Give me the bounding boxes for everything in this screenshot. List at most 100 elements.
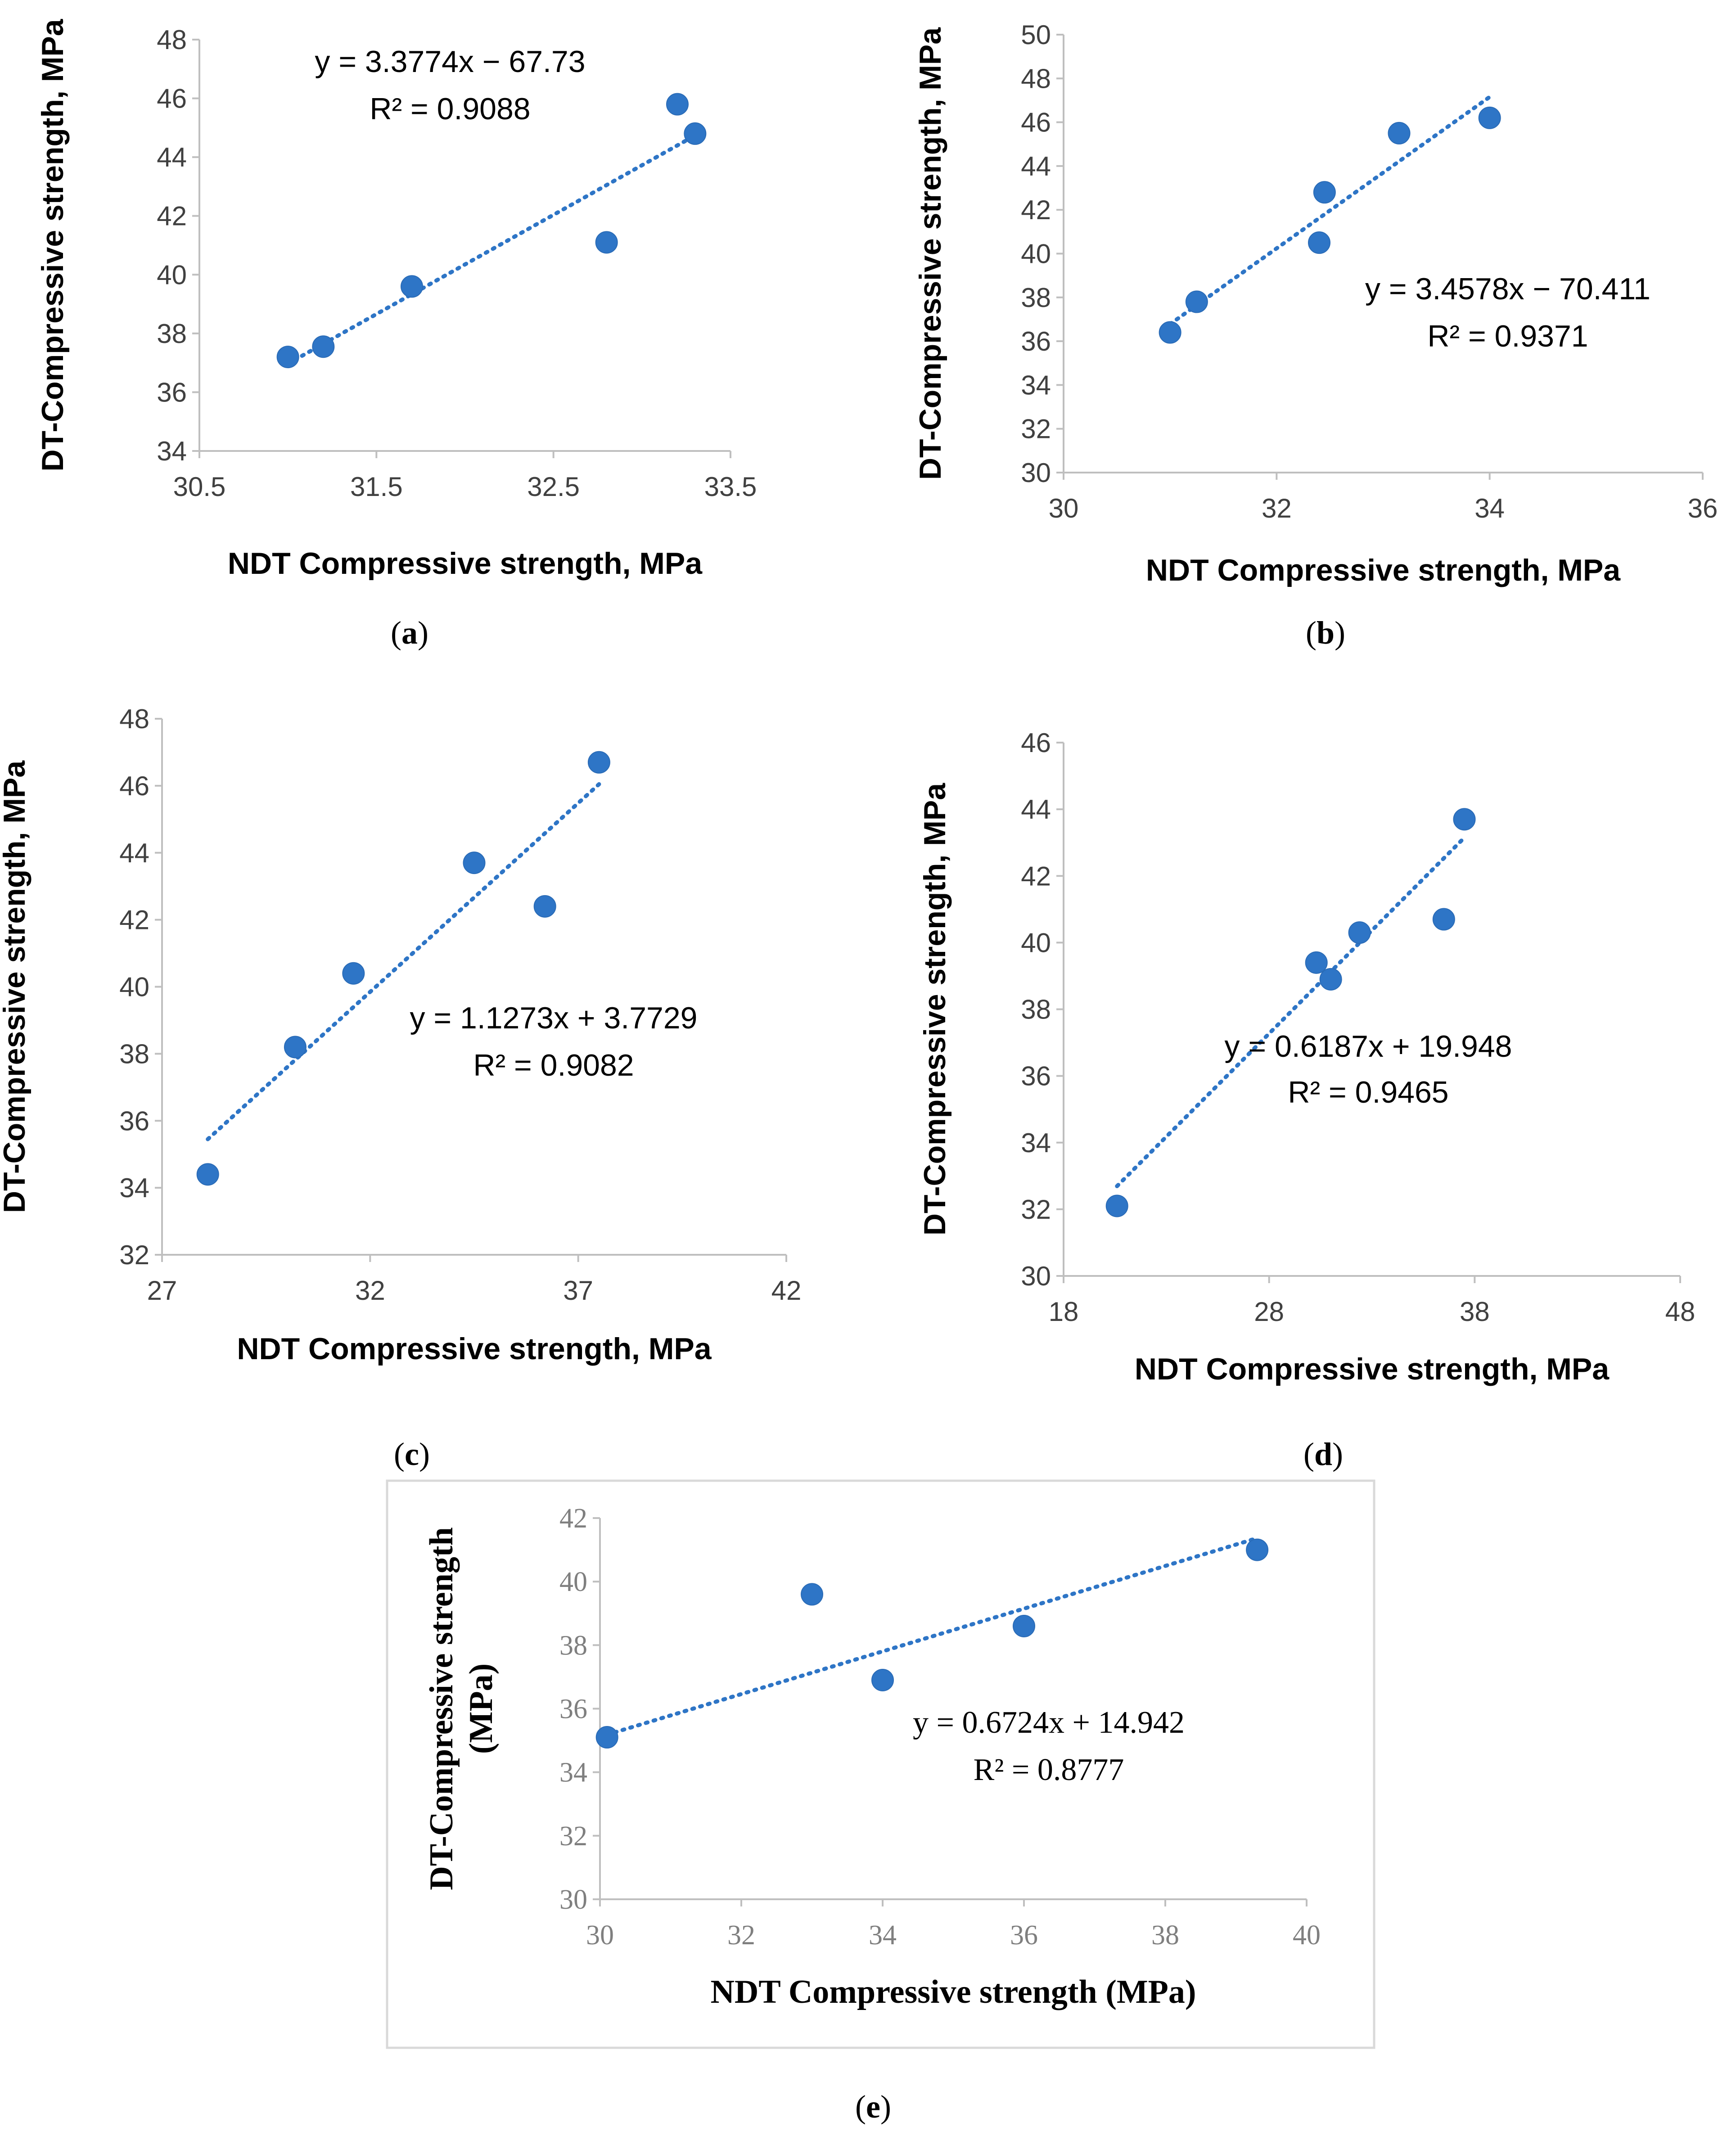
panel-label-part: ) [880, 2089, 891, 2125]
x-tick-label: 36 [1010, 1920, 1038, 1951]
y-tick-label: 40 [119, 972, 149, 1002]
x-tick-label: 42 [771, 1275, 802, 1306]
y-tick-label: 38 [1021, 283, 1051, 313]
y-tick-label: 48 [157, 25, 187, 55]
data-point [284, 1036, 307, 1059]
y-axis-title: DT-Compressive strength, MPa [918, 783, 952, 1235]
data-point [533, 895, 556, 918]
y-tick-label: 40 [157, 260, 187, 290]
y-tick-label: 40 [559, 1567, 587, 1597]
data-point [401, 275, 423, 298]
panel-label-part: ( [394, 1436, 405, 1472]
data-point [587, 751, 610, 774]
data-point [871, 1668, 894, 1691]
data-point [1478, 106, 1501, 129]
r-squared-label: R² = 0.9082 [473, 1048, 634, 1082]
panel-label-part: ( [391, 615, 401, 651]
y-tick-label: 34 [119, 1173, 149, 1203]
y-tick-label: 42 [1021, 195, 1051, 225]
chart-panel-e: 30 32 34 36 38 40 42 30 32 34 36 38 40 y = 0.6724x + … [386, 1479, 1375, 2125]
x-tick-label: 18 [1049, 1297, 1079, 1327]
panel-label-part: c [405, 1436, 419, 1472]
chart-frame [386, 1479, 1375, 2049]
data-point [1159, 321, 1181, 344]
trendline [206, 782, 601, 1141]
y-tick-label: 32 [1021, 414, 1051, 444]
x-tick-label: 30 [586, 1920, 614, 1951]
x-tick-label: 32.5 [527, 472, 580, 502]
x-tick-label: 38 [1460, 1297, 1490, 1327]
x-tick-label: 32 [1262, 493, 1292, 523]
y-tick-label: 30 [559, 1884, 587, 1915]
y-tick-label: 34 [1021, 1128, 1051, 1158]
panel-label-part: ( [1306, 615, 1317, 651]
panel-label-part: ) [419, 1436, 430, 1472]
data-point [1348, 921, 1371, 944]
y-tick-label: 46 [1021, 108, 1051, 138]
x-axis-title: NDT Compressive strength, MPa [1135, 1352, 1610, 1386]
data-point [1308, 231, 1330, 254]
data-point [463, 852, 486, 874]
x-tick-label: 38 [1151, 1920, 1179, 1951]
y-tick-label: 36 [119, 1106, 149, 1136]
y-tick-label: 44 [119, 838, 149, 868]
data-point [1453, 808, 1476, 831]
x-axis-title: NDT Compressive strength (MPa) [710, 1974, 1196, 2010]
panel-label-part: b [1317, 615, 1335, 651]
y-axis-title: DT-Compressive strength, MPa [0, 760, 32, 1213]
y-tick-label: 44 [1021, 794, 1051, 825]
y-tick-label: 38 [119, 1039, 149, 1069]
chart-panel-b: 30 32 34 36 38 40 42 44 46 48 50 30 32 34 36 y = 3.4578… [913, 20, 1718, 651]
data-point [1246, 1538, 1269, 1561]
x-tick-label: 28 [1254, 1297, 1284, 1327]
data-point [1313, 181, 1336, 204]
data-point [196, 1163, 219, 1186]
y-tick-label: 36 [1021, 326, 1051, 356]
x-tick-label: 27 [147, 1275, 177, 1306]
y-tick-label: 30 [1021, 458, 1051, 488]
x-tick-label: 40 [1293, 1920, 1321, 1951]
y-tick-label: 36 [1021, 1061, 1051, 1091]
data-point [684, 122, 707, 145]
y-tick-label: 36 [157, 377, 187, 407]
y-axis-title: DT-Compressive strength, MPa [913, 27, 947, 480]
data-point [1388, 122, 1411, 144]
y-tick-label: 46 [1021, 728, 1051, 758]
chart-panel-d: 30 32 34 36 38 40 42 44 46 18 28 38 48 y = 0.6187x + … [918, 728, 1695, 1472]
x-tick-label: 31.5 [350, 472, 403, 502]
panel-label-part: e [866, 2089, 880, 2125]
y-tick-label: 40 [1021, 239, 1051, 269]
panel-label-part: d [1314, 1436, 1332, 1472]
y-tick-label: 34 [157, 436, 187, 466]
x-axis-title: NDT Compressive strength, MPa [228, 546, 703, 581]
r-squared-label: R² = 0.8777 [974, 1753, 1124, 1787]
x-tick-label: 34 [869, 1920, 897, 1951]
data-point [1432, 908, 1455, 931]
data-point [1185, 290, 1208, 313]
trendline [605, 1536, 1259, 1737]
panel-label: (d) [1303, 1436, 1343, 1472]
y-tick-label: 38 [559, 1630, 587, 1661]
panel-label-part: a [401, 615, 418, 651]
y-tick-label: 34 [559, 1757, 587, 1788]
data-point [595, 231, 618, 254]
data-point [801, 1583, 823, 1606]
data-point [1105, 1194, 1128, 1217]
r-squared-label: R² = 0.9371 [1427, 319, 1588, 353]
y-tick-label: 48 [1021, 63, 1051, 94]
y-tick-label: 42 [1021, 861, 1051, 891]
y-tick-label: 44 [157, 142, 187, 172]
trendline [1168, 95, 1492, 326]
panel-label: (e) [855, 2089, 891, 2125]
panel-label-part: ) [418, 615, 428, 651]
y-tick-label: 30 [1021, 1261, 1051, 1291]
x-axis-title: NDT Compressive strength, MPa [1146, 553, 1621, 587]
y-tick-label: 42 [119, 905, 149, 935]
r-squared-label: R² = 0.9465 [1288, 1075, 1448, 1109]
y-tick-label: 32 [559, 1821, 587, 1852]
x-tick-label: 32 [727, 1920, 755, 1951]
x-axis-title: NDT Compressive strength, MPa [237, 1332, 712, 1366]
trendline [286, 133, 697, 366]
data-point [1305, 951, 1328, 974]
